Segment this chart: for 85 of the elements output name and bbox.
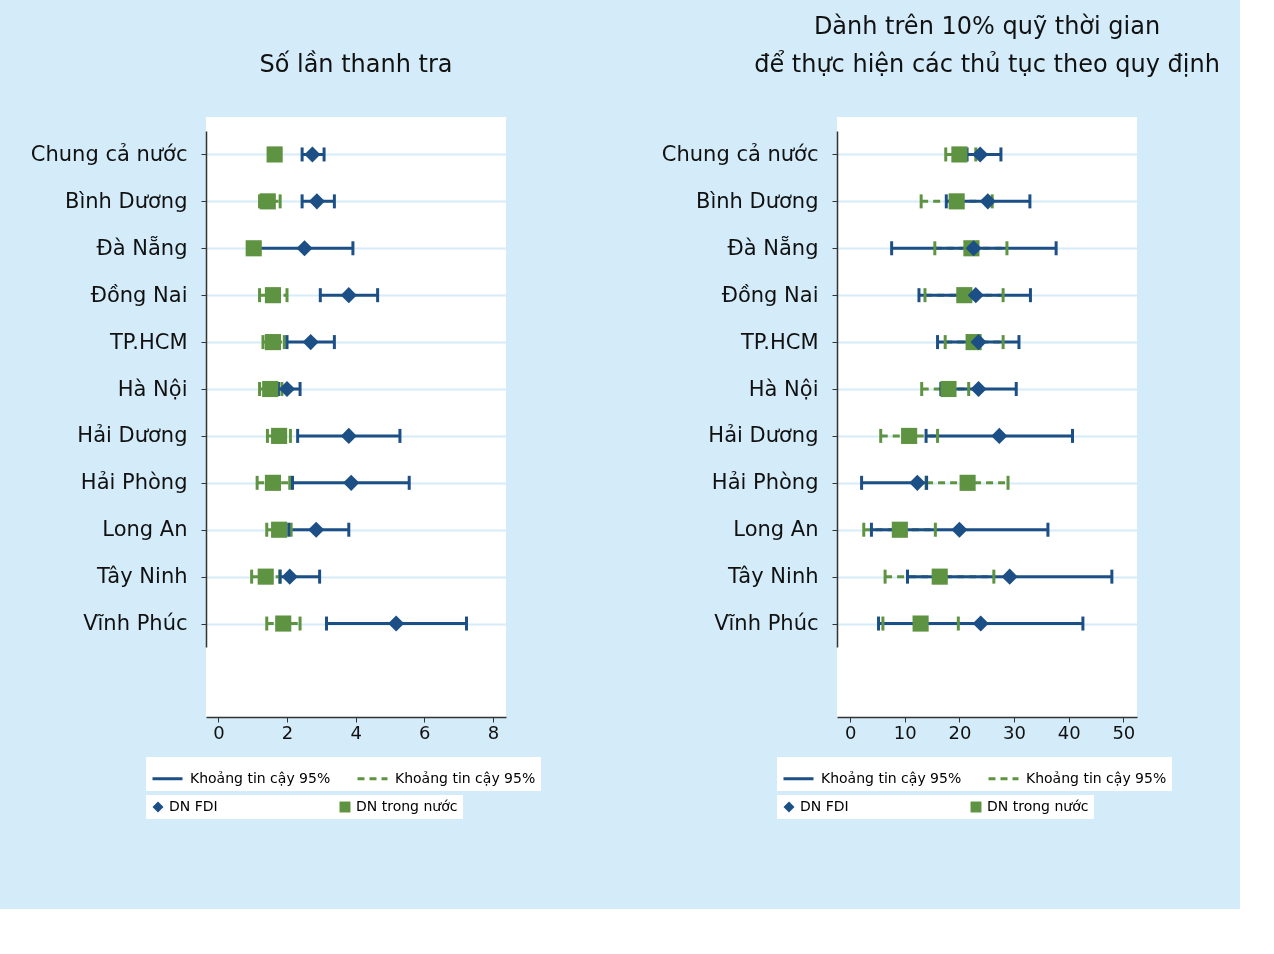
point	[275, 615, 292, 632]
legend-label: DN FDI	[169, 798, 218, 814]
point	[948, 193, 965, 210]
point	[271, 521, 288, 538]
point	[271, 427, 288, 444]
x-tick-label: 50	[1112, 721, 1136, 743]
point	[343, 474, 360, 491]
y-tick-label: Đà Nẵng	[727, 234, 819, 260]
point	[912, 615, 929, 632]
point	[901, 427, 918, 444]
x-tick-label: 0	[844, 721, 857, 743]
y-tick-label: Bình Dương	[64, 188, 188, 213]
point	[959, 474, 976, 491]
point	[970, 334, 987, 351]
point	[991, 427, 1008, 444]
point	[281, 568, 298, 585]
y-tick-label: Chung cả nước	[661, 141, 819, 166]
point	[931, 568, 948, 585]
x-tick-label: 8	[487, 721, 500, 743]
point	[1001, 568, 1018, 585]
point	[264, 474, 281, 491]
point	[340, 287, 357, 304]
text: Khoảng tin cậy 95%	[190, 769, 331, 786]
text: Dành trên 10% quỹ thời gian	[813, 12, 1161, 40]
point	[264, 334, 281, 351]
y-tick-label: Hà Nội	[748, 376, 819, 401]
point	[972, 615, 989, 632]
y-tick-label: TP.HCM	[109, 329, 188, 354]
y-tick-label: Vĩnh Phúc	[714, 611, 819, 636]
x-tick-label: 2	[281, 721, 294, 743]
point	[266, 146, 283, 163]
point	[302, 334, 319, 351]
x-tick-label: 6	[419, 721, 431, 743]
text: Khoảng tin cậy 95%	[1026, 769, 1167, 786]
y-tick-label: Long An	[733, 517, 819, 542]
y-tick-label: Vĩnh Phúc	[83, 611, 188, 636]
x-tick-label: 10	[893, 721, 917, 743]
x-tick-label: 30	[1003, 721, 1026, 743]
point	[340, 427, 357, 444]
x-tick-label: 40	[1057, 721, 1081, 743]
point	[970, 380, 987, 398]
y-tick-label: TP.HCM	[740, 329, 819, 354]
point	[259, 193, 276, 210]
legend-label: DN trong nước	[987, 798, 1089, 814]
point	[891, 521, 908, 538]
y-tick-label: Tây Ninh	[95, 564, 188, 589]
x-tick-label: 0	[213, 721, 225, 743]
y-tick-label: Bình Dương	[695, 188, 819, 213]
point	[388, 615, 405, 632]
point	[967, 287, 984, 304]
point	[972, 146, 989, 163]
text: để thực hiện các thủ tục theo quy định	[754, 50, 1220, 78]
y-tick-label: Hải Phòng	[711, 470, 819, 495]
y-tick-label: Hải Dương	[708, 423, 819, 448]
point	[245, 240, 262, 257]
text: Khoảng tin cậy 95%	[395, 769, 536, 786]
y-tick-label: Tây Ninh	[726, 564, 819, 589]
point	[278, 380, 296, 398]
point	[262, 380, 279, 398]
y-tick-label: Đồng Nai	[90, 282, 188, 307]
y-tick-label: Hải Dương	[77, 423, 188, 448]
chart-title: Số lần thanh tra	[259, 50, 453, 78]
y-tick-label: Chung cả nước	[30, 141, 188, 166]
point	[951, 146, 968, 163]
point	[296, 240, 313, 257]
y-tick-label: Hà Nội	[117, 376, 188, 401]
legend-label: DN trong nước	[356, 798, 458, 814]
point	[304, 146, 321, 163]
point	[956, 287, 973, 304]
point	[979, 193, 996, 210]
point	[264, 287, 281, 304]
y-tick-label: Long An	[102, 517, 188, 542]
x-tick-label: 4	[350, 721, 362, 743]
point	[909, 474, 926, 491]
text: Khoảng tin cậy 95%	[821, 769, 962, 786]
point	[308, 521, 325, 538]
point	[951, 521, 968, 538]
point	[308, 193, 325, 210]
legend-label: DN FDI	[800, 798, 849, 814]
y-tick-label: Đà Nẵng	[96, 234, 188, 260]
point	[257, 568, 274, 585]
point	[940, 380, 957, 398]
y-tick-label: Hải Phòng	[80, 470, 188, 495]
x-tick-label: 20	[948, 721, 972, 743]
y-tick-label: Đồng Nai	[721, 282, 819, 307]
